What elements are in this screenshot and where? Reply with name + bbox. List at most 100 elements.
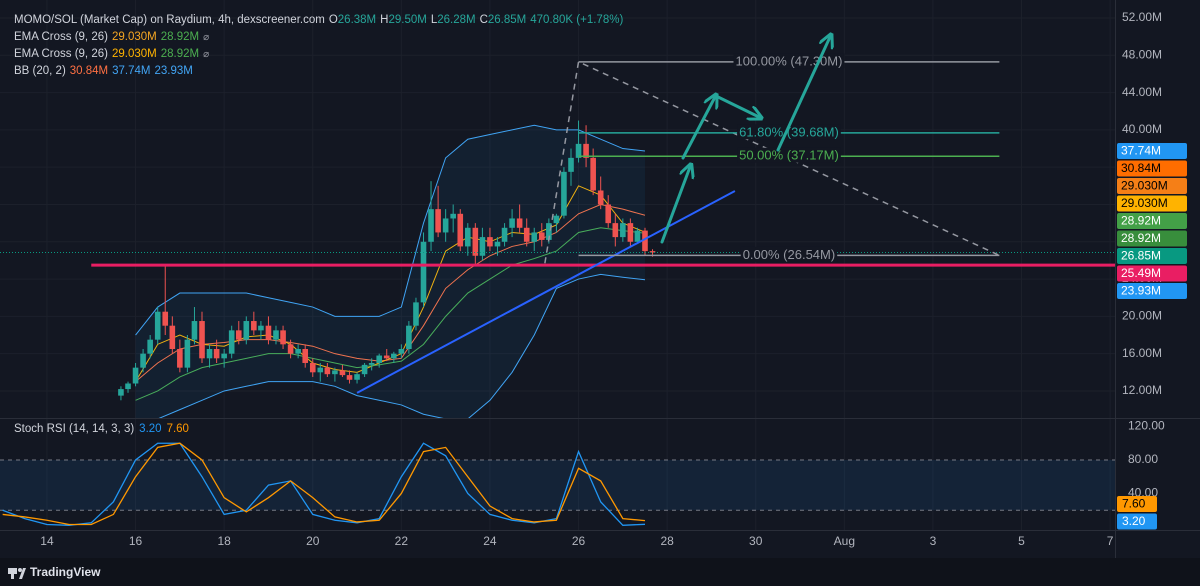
- candle-body: [361, 364, 368, 375]
- x-tick-label: 16: [129, 534, 143, 548]
- y-tick-label: 44.00M: [1122, 85, 1162, 99]
- candle-body: [287, 344, 294, 354]
- price-label-box: [1117, 282, 1187, 299]
- candle-body: [442, 218, 449, 233]
- logo-part: [19, 568, 26, 579]
- candle-body: [391, 353, 397, 359]
- candle-body: [464, 227, 471, 247]
- candle-body: [383, 355, 390, 359]
- candle-body: [258, 325, 264, 331]
- x-tick-label: 14: [40, 534, 54, 548]
- indicator-value: 23.93M: [154, 65, 193, 77]
- candle-body: [235, 330, 242, 340]
- candle-body: [376, 355, 382, 363]
- price-label: 26.85M: [1121, 249, 1161, 263]
- price-label-box: [1117, 142, 1187, 159]
- price-label: 29.030M: [1121, 196, 1168, 210]
- candle-body: [295, 349, 301, 354]
- candle-body: [162, 311, 169, 326]
- candle-body: [118, 389, 124, 396]
- fib-label-bg: [740, 246, 838, 262]
- legend-row: MOMO/SOL (Market Cap) on Raydium, 4h, de…: [14, 12, 627, 29]
- legend-row: BB (20, 2) 30.84M 37.74M 23.93M: [14, 63, 627, 80]
- candle-body: [605, 204, 612, 224]
- candle-body: [472, 227, 479, 256]
- indicator-line: [135, 185, 646, 382]
- candle-body: [642, 230, 648, 252]
- x-tick-label: 28: [660, 534, 674, 548]
- candle-body: [213, 349, 220, 359]
- candle-body: [583, 143, 589, 158]
- candle-body: [339, 370, 346, 376]
- arrow: [776, 37, 830, 152]
- candle-body: [317, 367, 324, 373]
- candle-body: [627, 223, 634, 242]
- x-tick-label: Aug: [834, 534, 855, 548]
- candle-body: [265, 325, 272, 340]
- candle-body: [457, 213, 464, 247]
- candle-body: [612, 223, 619, 238]
- trend-line: [356, 190, 736, 394]
- rsi-band: [0, 459, 1115, 511]
- candle-body: [191, 321, 198, 340]
- candle-body: [251, 321, 257, 331]
- candle-body: [487, 237, 493, 247]
- bb-fill: [135, 125, 645, 418]
- arrow: [714, 94, 759, 117]
- ohlc-value: 29.50M: [388, 14, 427, 26]
- change: 470.80K (+1.78%): [530, 14, 624, 26]
- candle-body: [184, 339, 191, 368]
- ohlc-key: C: [479, 14, 488, 26]
- footer-bar: [0, 558, 1200, 586]
- candle-body: [354, 374, 360, 380]
- fib-trend: [544, 60, 1000, 264]
- indicator-name: Stoch RSI (14, 14, 3, 3): [14, 423, 135, 435]
- y-tick-label: 20.00M: [1122, 309, 1162, 323]
- price-label-box: [1117, 160, 1187, 177]
- indicator-line: [135, 227, 646, 401]
- fib-label: 100.00% (47.30M): [735, 53, 842, 68]
- price-label-box: [1117, 247, 1187, 264]
- indicator-value: 37.74M: [112, 65, 151, 77]
- x-tick-label: 5: [1018, 534, 1025, 548]
- candle-body: [273, 330, 279, 340]
- price-label-box: [1117, 496, 1157, 512]
- price-label-box: [1117, 265, 1187, 282]
- indicator-value: 7.60: [166, 423, 189, 435]
- y-tick-label: 16.00M: [1122, 346, 1162, 360]
- price-label: 28.92M: [1121, 214, 1161, 228]
- indicator-value: 29.030M: [111, 48, 157, 60]
- candle-body: [597, 190, 604, 205]
- price-label-box: [1117, 177, 1187, 194]
- indicator-value: 30.84M: [69, 65, 109, 77]
- ohlc-value: 26.38M: [337, 14, 377, 26]
- candle-body: [332, 370, 338, 375]
- axes: 14 16 18 20 22 24 26 28 30 Aug 3 5 7 12.00M 16.00M 20.0…: [40, 10, 1187, 548]
- candle-body: [420, 241, 427, 303]
- x-tick-label: 3: [930, 534, 937, 548]
- ohlc-key: L: [430, 14, 438, 26]
- indicator-line: [158, 273, 646, 418]
- candle-body: [132, 367, 139, 384]
- brand-logo: [8, 568, 26, 579]
- rsi-pane: [0, 442, 1115, 526]
- hidden-icon: ⌀: [203, 49, 210, 60]
- fib-label: 61.80% (39.68M): [739, 124, 839, 139]
- ohlc-value: 26.28M: [437, 14, 476, 26]
- x-tick-label: 26: [572, 534, 586, 548]
- price-label-box: [1117, 212, 1187, 229]
- indicator-name: BB (20, 2): [14, 65, 66, 77]
- x-tick-label: 7: [1107, 534, 1114, 548]
- candle-body: [206, 349, 213, 359]
- legend-row: EMA Cross (9, 26) 29.030M 28.92M ⌀: [14, 29, 627, 46]
- candle-body: [199, 321, 205, 359]
- fib-label: 50.00% (37.17M): [739, 148, 839, 163]
- price-label: 29.030M: [1121, 179, 1168, 193]
- logo-part: [11, 568, 14, 579]
- price-label-box: [1117, 513, 1157, 530]
- price-label: 3.20: [1122, 514, 1146, 528]
- fib-label-bg: [737, 147, 841, 163]
- candle-body: [509, 218, 515, 228]
